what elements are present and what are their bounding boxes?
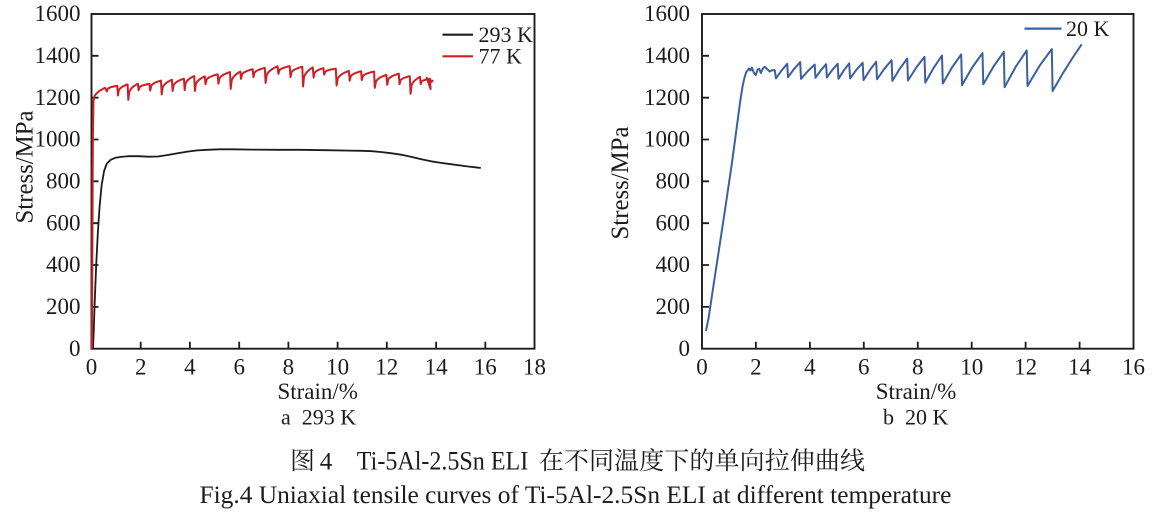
svg-text:800: 800 [656,169,691,194]
svg-text:1000: 1000 [644,127,690,152]
svg-text:a 293 K: a 293 K [281,405,356,430]
svg-text:1400: 1400 [35,43,81,68]
svg-text:600: 600 [46,210,81,235]
svg-text:Fig.4 Uniaxial tensile curves: Fig.4 Uniaxial tensile curves of Ti-5Al-… [200,481,952,509]
svg-text:20 K: 20 K [1066,16,1110,41]
svg-text:6: 6 [858,354,870,379]
svg-text:2: 2 [750,354,762,379]
svg-text:1200: 1200 [35,85,81,110]
svg-text:0: 0 [69,336,81,361]
svg-text:12: 12 [1014,354,1037,379]
svg-text:600: 600 [656,210,691,235]
svg-text:1600: 1600 [35,1,81,26]
svg-text:77 K: 77 K [479,44,523,69]
svg-text:293 K: 293 K [479,22,534,47]
svg-text:Strain/%: Strain/% [277,379,358,404]
svg-text:18: 18 [523,354,546,379]
svg-text:8: 8 [283,354,295,379]
svg-text:4: 4 [320,448,333,475]
svg-text:400: 400 [656,252,691,277]
svg-text:Strain/%: Strain/% [876,379,957,404]
svg-text:400: 400 [46,252,81,277]
svg-text:12: 12 [375,354,398,379]
svg-text:16: 16 [1122,354,1145,379]
svg-text:200: 200 [46,294,81,319]
svg-text:10: 10 [326,354,349,379]
svg-text:4: 4 [184,354,196,379]
svg-text:4: 4 [804,354,816,379]
svg-text:b 20 K: b 20 K [883,405,949,430]
svg-text:1000: 1000 [35,127,81,152]
svg-text:2: 2 [135,354,147,379]
svg-text:Stress/MPa: Stress/MPa [12,111,39,224]
svg-text:16: 16 [474,354,497,379]
svg-text:1600: 1600 [644,1,690,26]
svg-text:0: 0 [86,354,98,379]
svg-text:800: 800 [46,169,81,194]
svg-text:Ti-5Al-2.5Sn ELI: Ti-5Al-2.5Sn ELI [357,447,528,475]
svg-text:0: 0 [679,336,691,361]
svg-text:14: 14 [1068,354,1092,379]
svg-text:Stress/MPa: Stress/MPa [607,127,634,240]
svg-text:10: 10 [960,354,983,379]
svg-text:200: 200 [656,294,691,319]
svg-text:1200: 1200 [644,85,690,110]
svg-text:1400: 1400 [644,43,690,68]
svg-text:14: 14 [425,354,449,379]
svg-text:8: 8 [912,354,924,379]
svg-text:0: 0 [696,354,708,379]
svg-text:6: 6 [233,354,245,379]
